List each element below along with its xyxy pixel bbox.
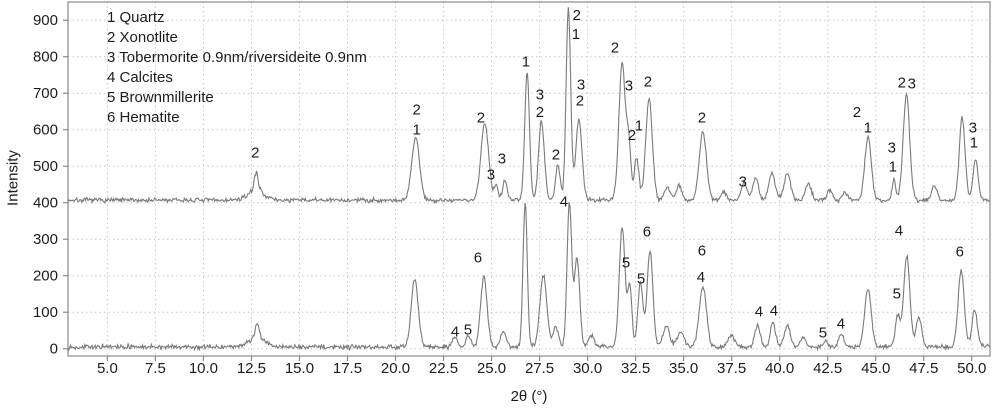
peak-label-pattern-lower: 6: [956, 244, 964, 261]
peak-label-pattern-upper: 3: [487, 167, 495, 184]
y-tick-label: 500: [33, 158, 58, 175]
y-tick-label: 100: [33, 304, 58, 321]
peak-label-pattern-upper: 2: [552, 147, 560, 164]
peak-label-pattern-lower: 4: [837, 316, 845, 333]
x-tick-label: 15.0: [285, 360, 314, 377]
peak-label-pattern-lower: 4: [451, 324, 459, 341]
x-tick-label: 45.0: [861, 360, 890, 377]
peak-label-pattern-upper: 2: [628, 127, 636, 144]
peak-label-pattern-upper: 2: [611, 40, 619, 57]
peak-label-pattern-upper: 1: [635, 118, 643, 135]
x-tick-label: 30.0: [573, 360, 602, 377]
peak-label-pattern-upper: 1: [572, 26, 580, 43]
peak-label-pattern-upper: 3: [908, 76, 916, 93]
y-tick-label: 400: [33, 195, 58, 212]
x-tick-label: 42.5: [813, 360, 842, 377]
peak-label-pattern-upper: 3: [498, 151, 506, 168]
peak-label-pattern-upper: 1: [522, 53, 530, 70]
plot-frame: [67, 1, 991, 357]
peak-label-pattern-upper: 2: [576, 93, 584, 110]
peak-label-pattern-upper: 1: [412, 122, 420, 139]
x-tick-label: 22.5: [429, 360, 458, 377]
peak-label-pattern-upper: 1: [970, 135, 978, 152]
y-tick-label: 300: [33, 231, 58, 248]
x-tick-label: 7.5: [145, 360, 166, 377]
x-tick-label: 10.0: [189, 360, 218, 377]
x-tick-label: 5.0: [97, 360, 118, 377]
peak-label-pattern-upper: 2: [536, 104, 544, 121]
peak-label-pattern-upper: 1: [864, 120, 872, 137]
legend-item: 4 Calcites: [107, 69, 173, 86]
x-tick-label: 20.0: [381, 360, 410, 377]
peak-label-pattern-upper: 1: [889, 159, 897, 176]
legend-item: 5 Brownmillerite: [107, 89, 214, 106]
peak-label-pattern-upper: 3: [969, 120, 977, 137]
x-tick-label: 50.0: [957, 360, 986, 377]
peak-label-pattern-lower: 5: [464, 322, 472, 339]
x-tick-label: 17.5: [333, 360, 362, 377]
y-tick-label: 700: [33, 85, 58, 102]
peak-label-pattern-upper: 2: [573, 7, 581, 24]
peak-label-pattern-lower: 4: [770, 303, 778, 320]
peak-label-pattern-upper: 3: [888, 140, 896, 157]
peak-label-pattern-upper: 2: [853, 104, 861, 121]
peak-label-pattern-lower: 6: [698, 243, 706, 260]
x-tick-label: 35.0: [669, 360, 698, 377]
legend-item: 6 Hematite: [107, 109, 180, 126]
xrd-trace-pattern-upper: [68, 7, 990, 205]
peak-label-pattern-lower: 4: [697, 269, 705, 286]
peak-label-pattern-upper: 3: [536, 87, 544, 104]
xrd-trace-pattern-lower: [68, 202, 990, 352]
peak-label-pattern-lower: 5: [819, 325, 827, 342]
peak-label-pattern-upper: 2: [477, 110, 485, 127]
legend-item: 1 Quartz: [107, 9, 165, 26]
peak-label-pattern-upper: 2: [698, 110, 706, 127]
legend-item: 3 Tobermorite 0.9nm/riversideite 0.9nm: [107, 49, 367, 66]
peak-label-pattern-lower: 6: [474, 249, 482, 266]
peak-label-pattern-upper: 2: [644, 74, 652, 91]
y-tick-label: 0: [50, 341, 58, 358]
peak-label-pattern-lower: 5: [637, 271, 645, 288]
x-tick-label: 32.5: [621, 360, 650, 377]
x-axis-title: 2θ (°): [510, 388, 548, 405]
y-tick-label: 200: [33, 268, 58, 285]
peak-label-pattern-lower: 4: [755, 303, 763, 320]
y-tick-label: 600: [33, 122, 58, 139]
x-tick-label: 37.5: [717, 360, 746, 377]
x-tick-label: 25.0: [477, 360, 506, 377]
x-tick-label: 12.5: [237, 360, 266, 377]
peak-label-pattern-upper: 3: [739, 174, 747, 191]
peak-label-pattern-lower: 5: [622, 255, 630, 272]
peak-label-pattern-lower: 4: [560, 194, 568, 211]
peak-label-pattern-upper: 2: [251, 144, 259, 161]
peak-label-pattern-lower: 5: [893, 286, 901, 303]
legend-item: 2 Xonotlite: [107, 29, 178, 46]
peak-label-pattern-upper: 2: [412, 102, 420, 119]
x-tick-label: 27.5: [525, 360, 554, 377]
y-tick-label: 800: [33, 49, 58, 66]
peak-label-pattern-upper: 3: [577, 76, 585, 93]
y-tick-label: 900: [33, 12, 58, 29]
peak-label-pattern-upper: 2: [898, 75, 906, 92]
peak-label-pattern-lower: 6: [643, 224, 651, 241]
x-tick-label: 47.5: [909, 360, 938, 377]
x-tick-label: 40.0: [765, 360, 794, 377]
peak-label-pattern-lower: 4: [895, 222, 903, 239]
peak-label-pattern-upper: 3: [625, 78, 633, 95]
